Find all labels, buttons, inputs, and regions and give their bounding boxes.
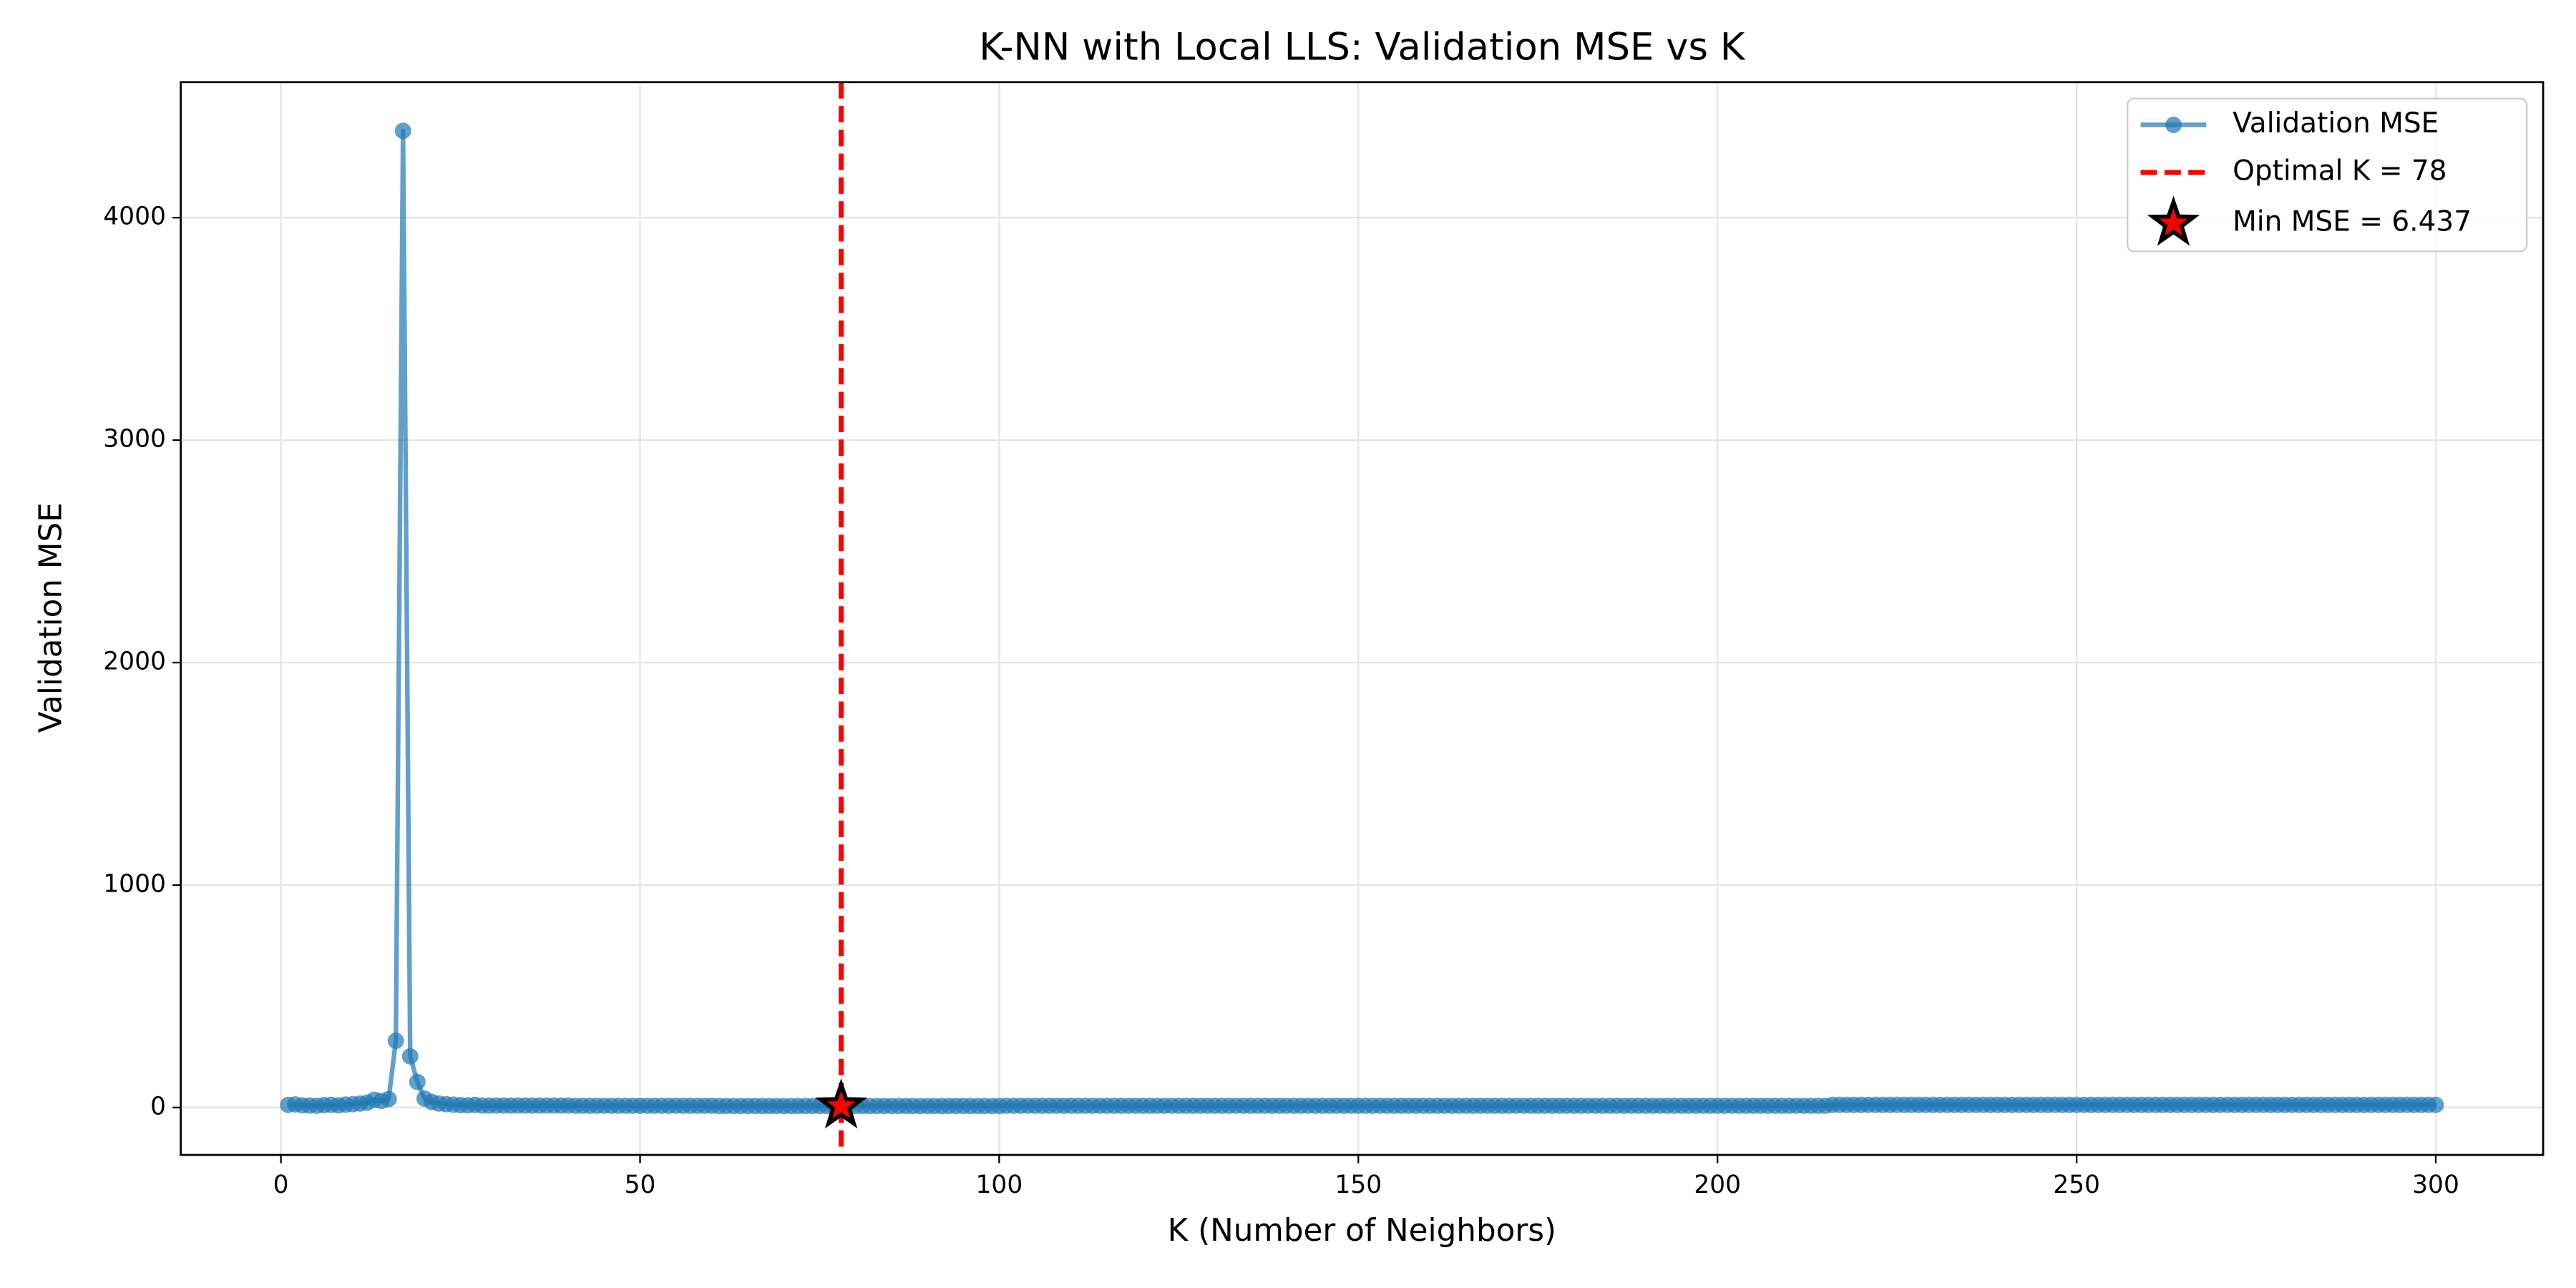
data-point [2427, 1096, 2444, 1113]
y-tick-label: 0 [150, 1092, 166, 1121]
x-tick-label: 150 [1335, 1171, 1382, 1199]
y-tick-label: 3000 [103, 425, 166, 454]
data-point [409, 1073, 426, 1091]
y-tick-label: 2000 [103, 647, 166, 675]
x-axis-label: K (Number of Neighbors) [1168, 1213, 1556, 1249]
data-point [394, 122, 411, 140]
plot-frame [180, 81, 2545, 1156]
min-marker [814, 1078, 868, 1129]
y-tick-label: 4000 [103, 203, 166, 231]
legend: Validation MSE Optimal K = 78 Min MSE = 6.… [2127, 97, 2528, 253]
chart-title: K-NN with Local LLS: Validation MSE vs K [979, 26, 1745, 69]
legend-label: Optimal K = 78 [2233, 155, 2447, 187]
legend-label: Min MSE = 6.437 [2233, 206, 2472, 238]
data-point [387, 1033, 404, 1050]
x-tick-label: 100 [976, 1171, 1023, 1199]
x-tick-label: 50 [625, 1171, 656, 1199]
legend-marker [2147, 195, 2200, 246]
x-tick-label: 0 [273, 1171, 289, 1199]
data-point [380, 1091, 397, 1108]
legend-box [2127, 97, 2528, 253]
x-tick-label: 250 [2053, 1171, 2100, 1199]
y-axis-label: Validation MSE [33, 502, 69, 733]
legend-marker [2165, 117, 2182, 133]
x-tick-label: 200 [1694, 1171, 1741, 1199]
legend-label: Validation MSE [2233, 107, 2439, 140]
x-tick-label: 300 [2412, 1171, 2459, 1199]
data-point [401, 1048, 419, 1065]
y-tick-label: 1000 [103, 869, 166, 898]
